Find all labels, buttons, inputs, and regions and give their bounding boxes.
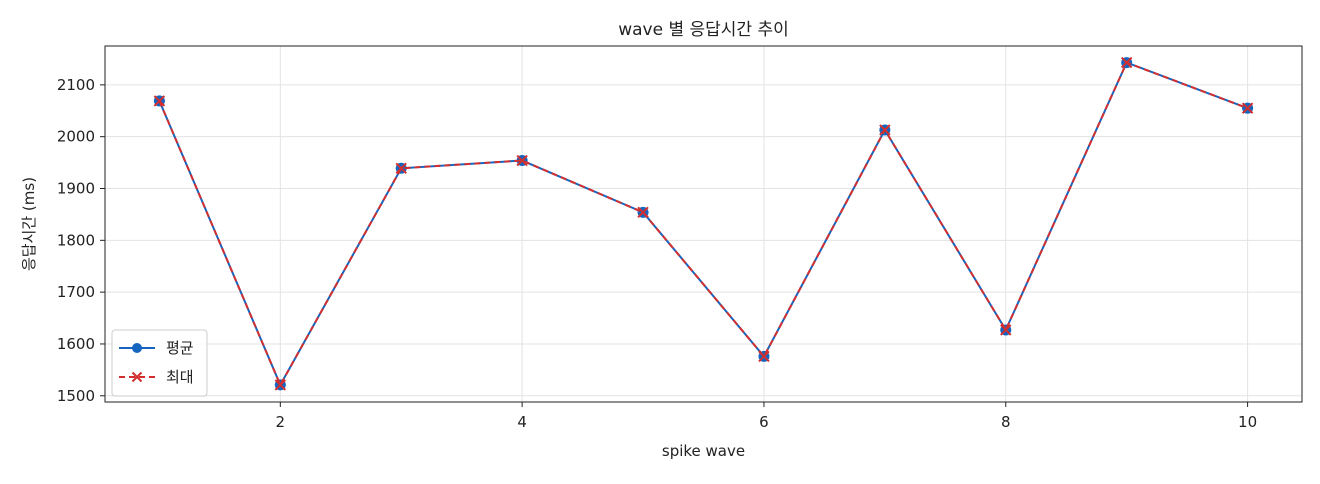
legend-entry-max-label: 최대 [166, 368, 194, 386]
y-tick-label: 1600 [57, 335, 95, 353]
series-max-point [1000, 324, 1012, 336]
legend-entry-mean-marker [132, 343, 142, 353]
x-tick-label: 2 [276, 413, 286, 431]
series-max-point [274, 379, 287, 391]
series-max-point-stroke [1120, 56, 1133, 69]
series-max-point [1241, 102, 1254, 114]
x-tick-label: 10 [1238, 413, 1257, 431]
series-max-point-stroke [758, 350, 770, 363]
y-tick-label: 1800 [57, 231, 95, 249]
y-tick-label: 1700 [57, 283, 95, 301]
y-axis-label: 응답시간 (ms) [20, 177, 38, 271]
x-tick-label: 6 [759, 413, 769, 431]
series-max-point [758, 350, 770, 363]
series-max-point [153, 95, 166, 107]
x-tick-label: 8 [1001, 413, 1011, 431]
grid-lines [105, 46, 1302, 402]
legend-entry-max-marker [131, 371, 143, 383]
x-tick-label: 4 [517, 413, 527, 431]
y-tick-label: 2100 [57, 76, 95, 94]
series-max-point-stroke [516, 154, 528, 167]
legend-entry-mean-label: 평균 [166, 339, 194, 357]
series-max-point-stroke [637, 206, 649, 219]
series-max-point [516, 154, 528, 167]
series-max-point [637, 206, 649, 219]
legend-entry-max-marker-stroke [131, 371, 143, 383]
chart-title: wave 별 응답시간 추이 [618, 20, 789, 40]
series-max-point [1120, 56, 1133, 69]
y-tick-label: 1900 [57, 180, 95, 198]
series-max-line [158, 61, 1248, 388]
series-max-point-stroke [395, 162, 407, 175]
series-max-point-stroke [1241, 102, 1254, 114]
series-max-point [395, 162, 407, 175]
series-max [153, 56, 1254, 391]
plot-frame [104, 45, 1303, 403]
y-tick-label: 1500 [57, 387, 95, 405]
legend-entry-mean: 평균 [119, 339, 194, 357]
series-max-point-stroke [153, 95, 166, 107]
series-max-point-stroke [1000, 324, 1012, 336]
series-max-point-stroke [879, 124, 891, 136]
legend-entry-max: 최대 [119, 368, 194, 386]
series-max-point [879, 124, 891, 136]
series-max-point-stroke [274, 379, 287, 391]
x-axis-label: spike wave [662, 442, 745, 460]
axis-ticks: 2 4 6 8 10 1500 1600 1700 1800 1900 2000 2100 [57, 76, 1257, 431]
series-layer [153, 56, 1254, 391]
y-tick-label: 2000 [57, 128, 95, 146]
